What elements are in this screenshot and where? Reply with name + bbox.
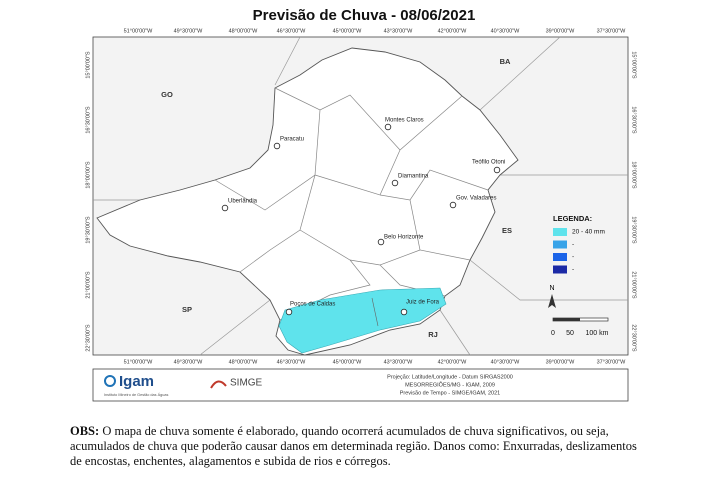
longitude-label: 43°30'00"W bbox=[384, 359, 414, 365]
scale-bar-segment bbox=[553, 318, 580, 321]
legend-label: - bbox=[572, 241, 574, 248]
longitude-label: 49°30'00"W bbox=[174, 28, 204, 34]
longitude-label: 46°30'00"W bbox=[277, 359, 307, 365]
city-label: Poços de Caldas bbox=[290, 302, 335, 308]
state-label: ES bbox=[502, 226, 512, 235]
legend-label: - bbox=[572, 266, 574, 273]
credit-line: Projeção: Latitude/Longitude - Datum SIR… bbox=[387, 374, 513, 380]
state-label: BA bbox=[500, 57, 511, 66]
longitude-label: 42°00'00"W bbox=[438, 28, 468, 34]
latitude-label: 15°00'00"S bbox=[631, 51, 637, 79]
latitude-label: 21°00'00"S bbox=[631, 271, 637, 299]
legend-label: 20 - 40 mm bbox=[572, 229, 605, 236]
latitude-label: 18°00'00"S bbox=[631, 161, 637, 189]
longitude-label: 40°30'00"W bbox=[491, 28, 521, 34]
credit-line: Previsão de Tempo - SIMGE/IGAM, 2021 bbox=[400, 390, 500, 396]
title: Previsão de Chuva - 08/06/2021 bbox=[253, 7, 476, 24]
longitude-label: 51°00'00"W bbox=[124, 359, 154, 365]
longitude-label: 40°30'00"W bbox=[491, 359, 521, 365]
state-label: GO bbox=[161, 90, 173, 99]
simge-logo-mark bbox=[210, 380, 227, 389]
latitude-label: 16°30'00"S bbox=[85, 106, 91, 134]
map-figure: Previsão de Chuva - 08/06/2021 N Igam In… bbox=[85, 7, 637, 402]
latitude-label: 16°30'00"S bbox=[631, 106, 637, 134]
longitude-label: 43°30'00"W bbox=[384, 28, 414, 34]
city-label: Paracatu bbox=[280, 137, 304, 143]
legend-swatch bbox=[553, 240, 567, 249]
city-marker bbox=[377, 238, 385, 246]
latitude-label: 19°30'00"S bbox=[85, 216, 91, 244]
latitude-label: 21°00'00"S bbox=[85, 271, 91, 299]
simge-logo: SIMGE bbox=[230, 378, 263, 389]
legend-swatch bbox=[553, 253, 567, 261]
scale-label: 0 bbox=[551, 330, 555, 337]
city-marker bbox=[273, 142, 281, 150]
latitude-label: 22°30'00"S bbox=[85, 324, 91, 352]
city-marker bbox=[384, 123, 392, 131]
city-marker bbox=[400, 308, 408, 316]
legend-title: LEGENDA: bbox=[553, 214, 592, 223]
city-label: Montes Claros bbox=[385, 118, 424, 124]
latitude-label: 18°00'00"S bbox=[85, 161, 91, 189]
longitude-label: 46°30'00"W bbox=[277, 28, 307, 34]
legend-swatch bbox=[553, 228, 567, 236]
state-borders bbox=[93, 36, 628, 356]
longitude-label: 42°00'00"W bbox=[438, 359, 468, 365]
city-marker bbox=[221, 204, 229, 212]
longitude-label: 39°00'00"W bbox=[546, 359, 576, 365]
city-label: Diamantina bbox=[398, 174, 429, 180]
north-label: N bbox=[549, 285, 554, 292]
longitude-label: 48°00'00"W bbox=[229, 359, 259, 365]
mesoregion-borders bbox=[214, 87, 489, 321]
legend-swatch bbox=[553, 265, 567, 274]
obs-text: O mapa de chuva somente é elaborado, qua… bbox=[70, 424, 637, 468]
city-label: Uberlândia bbox=[228, 199, 258, 205]
city-label: Teófilo Otoni bbox=[472, 160, 505, 166]
legend-label: - bbox=[572, 254, 574, 261]
region-border bbox=[371, 297, 379, 327]
longitude-label: 49°30'00"W bbox=[174, 359, 204, 365]
longitude-label: 39°00'00"W bbox=[546, 28, 576, 34]
scale-label: 50 bbox=[566, 330, 574, 337]
north-arrow bbox=[548, 294, 556, 308]
city-marker bbox=[493, 166, 501, 174]
scale-label: 100 km bbox=[586, 330, 609, 337]
footer-box bbox=[92, 368, 629, 402]
city-label: Juiz de Fora bbox=[406, 300, 440, 306]
city-label: Belo Horizonte bbox=[384, 235, 424, 241]
state-label: SP bbox=[182, 305, 192, 314]
city-marker bbox=[449, 201, 457, 209]
city-marker bbox=[285, 308, 293, 316]
obs-label: OBS: bbox=[70, 424, 100, 438]
credit-line: MESORREGIÕES/MG - IGAM, 2009 bbox=[405, 381, 495, 388]
rain-area bbox=[278, 287, 447, 354]
longitude-label: 48°00'00"W bbox=[229, 28, 259, 34]
longitude-label: 37°30'00"W bbox=[597, 359, 627, 365]
longitude-label: 45°00'00"W bbox=[333, 359, 363, 365]
longitude-label: 45°00'00"W bbox=[333, 28, 363, 34]
obs-note: OBS: O mapa de chuva somente é elaborado… bbox=[70, 424, 642, 469]
igam-subtitle: Instituto Mineiro de Gestão das Águas bbox=[104, 393, 168, 397]
igam-logo-mark bbox=[104, 375, 116, 387]
igam-logo: Igam bbox=[119, 373, 154, 390]
longitude-label: 51°00'00"W bbox=[124, 28, 154, 34]
state-label: RJ bbox=[428, 330, 438, 339]
latitude-label: 15°00'00"S bbox=[85, 51, 91, 79]
city-label: Gov. Valadares bbox=[456, 196, 496, 202]
latitude-label: 19°30'00"S bbox=[631, 216, 637, 244]
latitude-label: 22°30'00"S bbox=[631, 324, 637, 352]
longitude-label: 37°30'00"W bbox=[597, 28, 627, 34]
city-marker bbox=[391, 179, 399, 187]
